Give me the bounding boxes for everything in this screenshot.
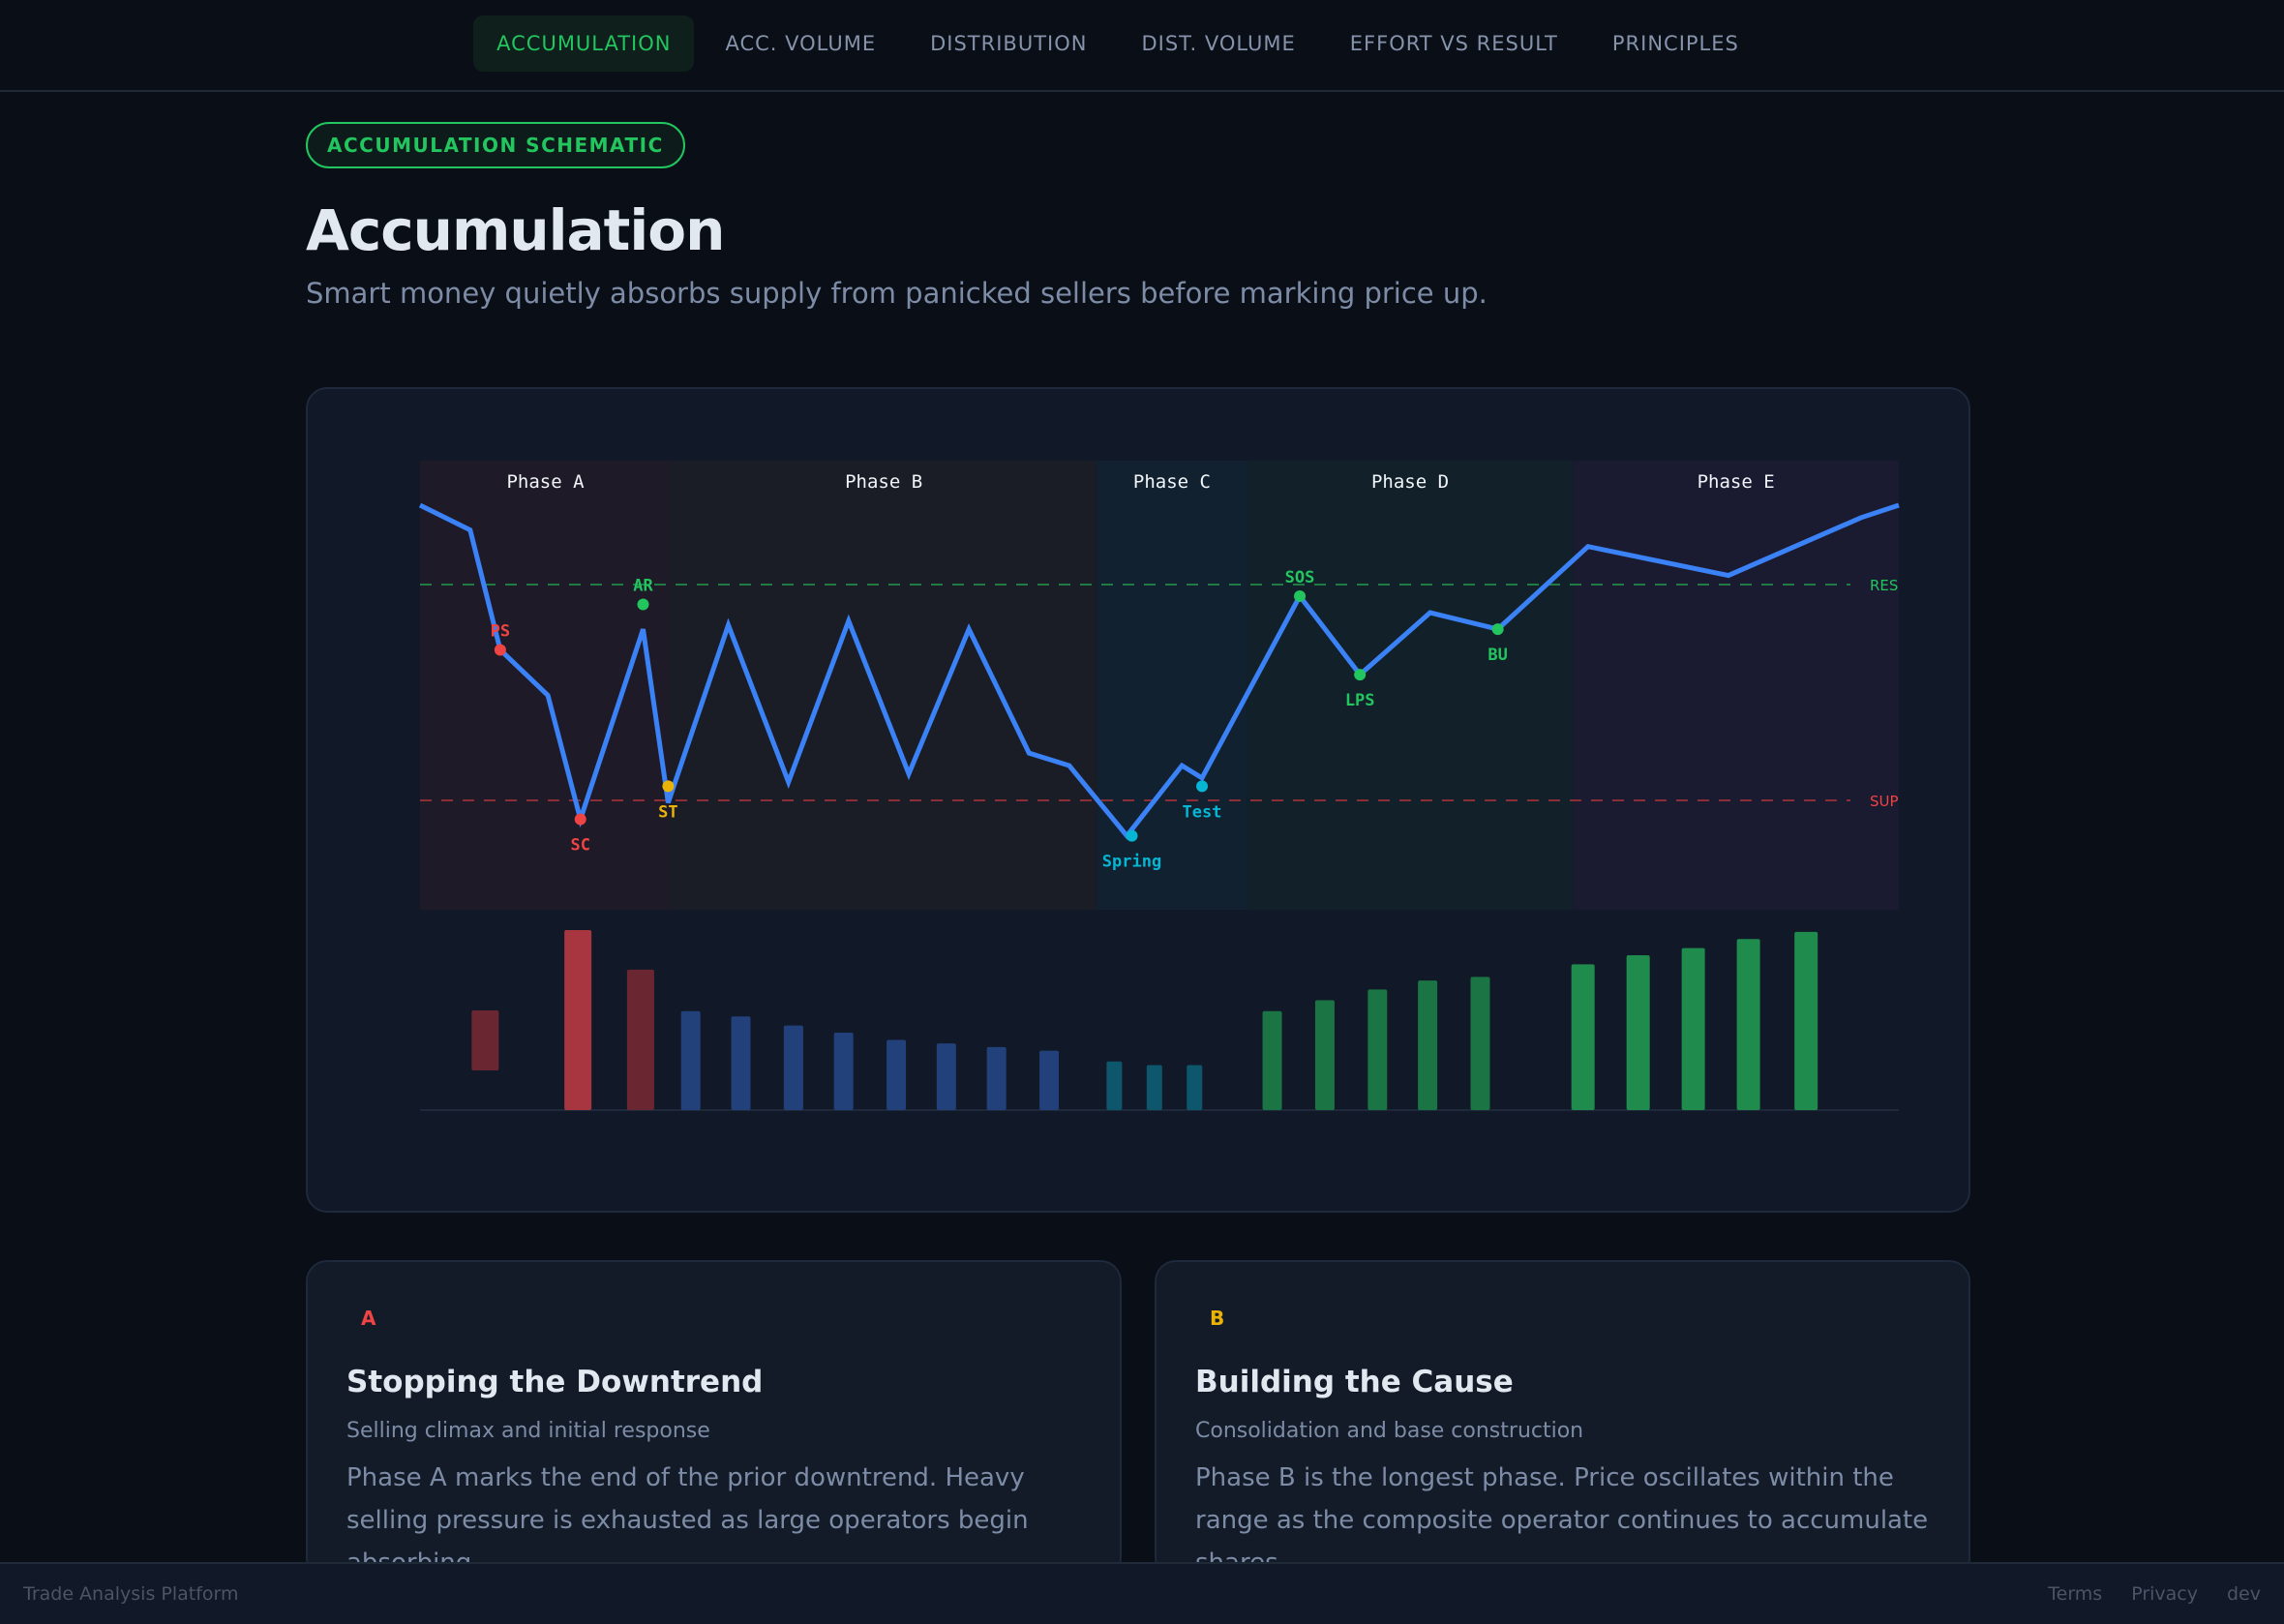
- event-marker-ps: [494, 644, 506, 656]
- phase-letter: B: [1210, 1307, 1225, 1330]
- phase-label: Phase E: [1698, 471, 1775, 493]
- volume-bar: [936, 1043, 956, 1110]
- phase-card-body: Phase A marks the end of the prior downt…: [346, 1463, 1029, 1578]
- phase-card-title: Stopping the Downtrend: [346, 1365, 764, 1399]
- tab-dist-volume[interactable]: DIST. VOLUME: [1141, 31, 1296, 55]
- phase-band-b: [670, 461, 1097, 910]
- volume-bar: [887, 1039, 907, 1110]
- phase-band-c: [1097, 461, 1247, 910]
- volume-bar: [1681, 947, 1705, 1110]
- schematic-chart-card: Phase A Phase B Phase C Phase D Phase E RES SU…: [306, 387, 1970, 1213]
- volume-bar: [783, 1025, 803, 1110]
- volume-bar: [986, 1046, 1007, 1110]
- volume-bar: [1470, 977, 1490, 1110]
- phase-label: Phase C: [1133, 471, 1211, 493]
- event-label: Spring: [1102, 853, 1161, 872]
- phase-band-e: [1573, 461, 1899, 910]
- volume-bar: [1262, 1010, 1282, 1110]
- event-label: ST: [658, 802, 677, 822]
- event-label: AR: [633, 576, 653, 595]
- phase-card-title: Building the Cause: [1195, 1365, 1514, 1399]
- page-title: Accumulation: [306, 197, 725, 263]
- tab-principles[interactable]: PRINCIPLES: [1611, 31, 1739, 55]
- footer-link-dev[interactable]: dev: [2227, 1583, 2261, 1605]
- phase-letter: A: [361, 1307, 376, 1330]
- event-marker-spring: [1126, 829, 1138, 842]
- page-subtitle: Smart money quietly absorbs supply from …: [306, 277, 1488, 310]
- phase-label: Phase D: [1371, 471, 1449, 493]
- event-label: BU: [1488, 646, 1507, 665]
- event-marker-sc: [574, 813, 586, 826]
- schematic-badge: ACCUMULATION SCHEMATIC: [306, 122, 685, 168]
- svg-text:RES: RES: [1870, 577, 1898, 594]
- volume-bar: [1736, 939, 1760, 1110]
- tab-acc-volume[interactable]: ACC. VOLUME: [725, 31, 877, 55]
- volume-bar: [1187, 1065, 1203, 1110]
- volume-bar: [1106, 1061, 1123, 1110]
- volume-bar: [626, 969, 654, 1110]
- tab-accumulation[interactable]: ACCUMULATION: [473, 15, 695, 72]
- phase-label: Phase A: [506, 471, 585, 493]
- footer-links: Terms Privacy dev: [2048, 1583, 2261, 1605]
- event-label: SOS: [1285, 568, 1315, 587]
- event-marker-lps: [1354, 669, 1367, 681]
- nav-tabs: ACCUMULATION ACC. VOLUME DISTRIBUTION DI…: [473, 15, 1770, 72]
- tab-distribution[interactable]: DISTRIBUTION: [930, 31, 1088, 55]
- volume-bar: [731, 1016, 751, 1110]
- volume-bar: [1039, 1050, 1060, 1110]
- event-marker-st: [662, 780, 675, 793]
- volume-bar: [1571, 964, 1595, 1110]
- event-label: PS: [491, 621, 510, 641]
- phase-label: Phase B: [845, 471, 922, 493]
- footer: Trade Analysis Platform Terms Privacy de…: [0, 1562, 2284, 1624]
- volume-bar: [1146, 1065, 1162, 1110]
- event-label: LPS: [1345, 691, 1375, 710]
- volume-bar: [1367, 989, 1388, 1110]
- phase-card-a: A Stopping the Downtrend Selling climax …: [306, 1260, 1122, 1579]
- phase-cards: A Stopping the Downtrend Selling climax …: [306, 1260, 1970, 1579]
- phase-band-a: [420, 461, 671, 910]
- volume-bar: [833, 1033, 854, 1110]
- volume-bar: [1314, 1000, 1335, 1110]
- event-marker-test: [1196, 780, 1209, 793]
- volume-bar: [564, 930, 592, 1110]
- footer-link-terms[interactable]: Terms: [2048, 1583, 2103, 1605]
- top-nav: ACCUMULATION ACC. VOLUME DISTRIBUTION DI…: [0, 0, 2284, 92]
- svg-text:SUP: SUP: [1870, 793, 1899, 810]
- phase-card-body: Phase B is the longest phase. Price osci…: [1195, 1463, 1929, 1578]
- phase-card-subtitle: Consolidation and base construction: [1195, 1419, 1584, 1443]
- phase-card-b: B Building the Cause Consolidation and b…: [1155, 1260, 1970, 1579]
- event-label: Test: [1183, 802, 1222, 822]
- event-marker-bu: [1491, 623, 1504, 636]
- event-label: SC: [571, 836, 590, 856]
- volume-bar: [1626, 955, 1650, 1110]
- footer-link-privacy[interactable]: Privacy: [2131, 1583, 2198, 1605]
- volume-bar: [471, 1010, 499, 1070]
- event-marker-sos: [1294, 589, 1307, 602]
- footer-brand: Trade Analysis Platform: [23, 1583, 239, 1605]
- volume-bar: [1418, 980, 1438, 1110]
- event-marker-ar: [637, 598, 649, 611]
- page-header: ACCUMULATION SCHEMATIC Accumulation Smar…: [306, 122, 1970, 310]
- tab-effort-vs-result[interactable]: EFFORT VS RESULT: [1349, 31, 1558, 55]
- accumulation-chart: Phase A Phase B Phase C Phase D Phase E RES SU…: [418, 461, 1900, 1111]
- volume-bar: [1794, 931, 1818, 1110]
- phase-card-subtitle: Selling climax and initial response: [346, 1419, 710, 1443]
- volume-bar: [680, 1010, 701, 1110]
- phase-band-d: [1247, 461, 1574, 910]
